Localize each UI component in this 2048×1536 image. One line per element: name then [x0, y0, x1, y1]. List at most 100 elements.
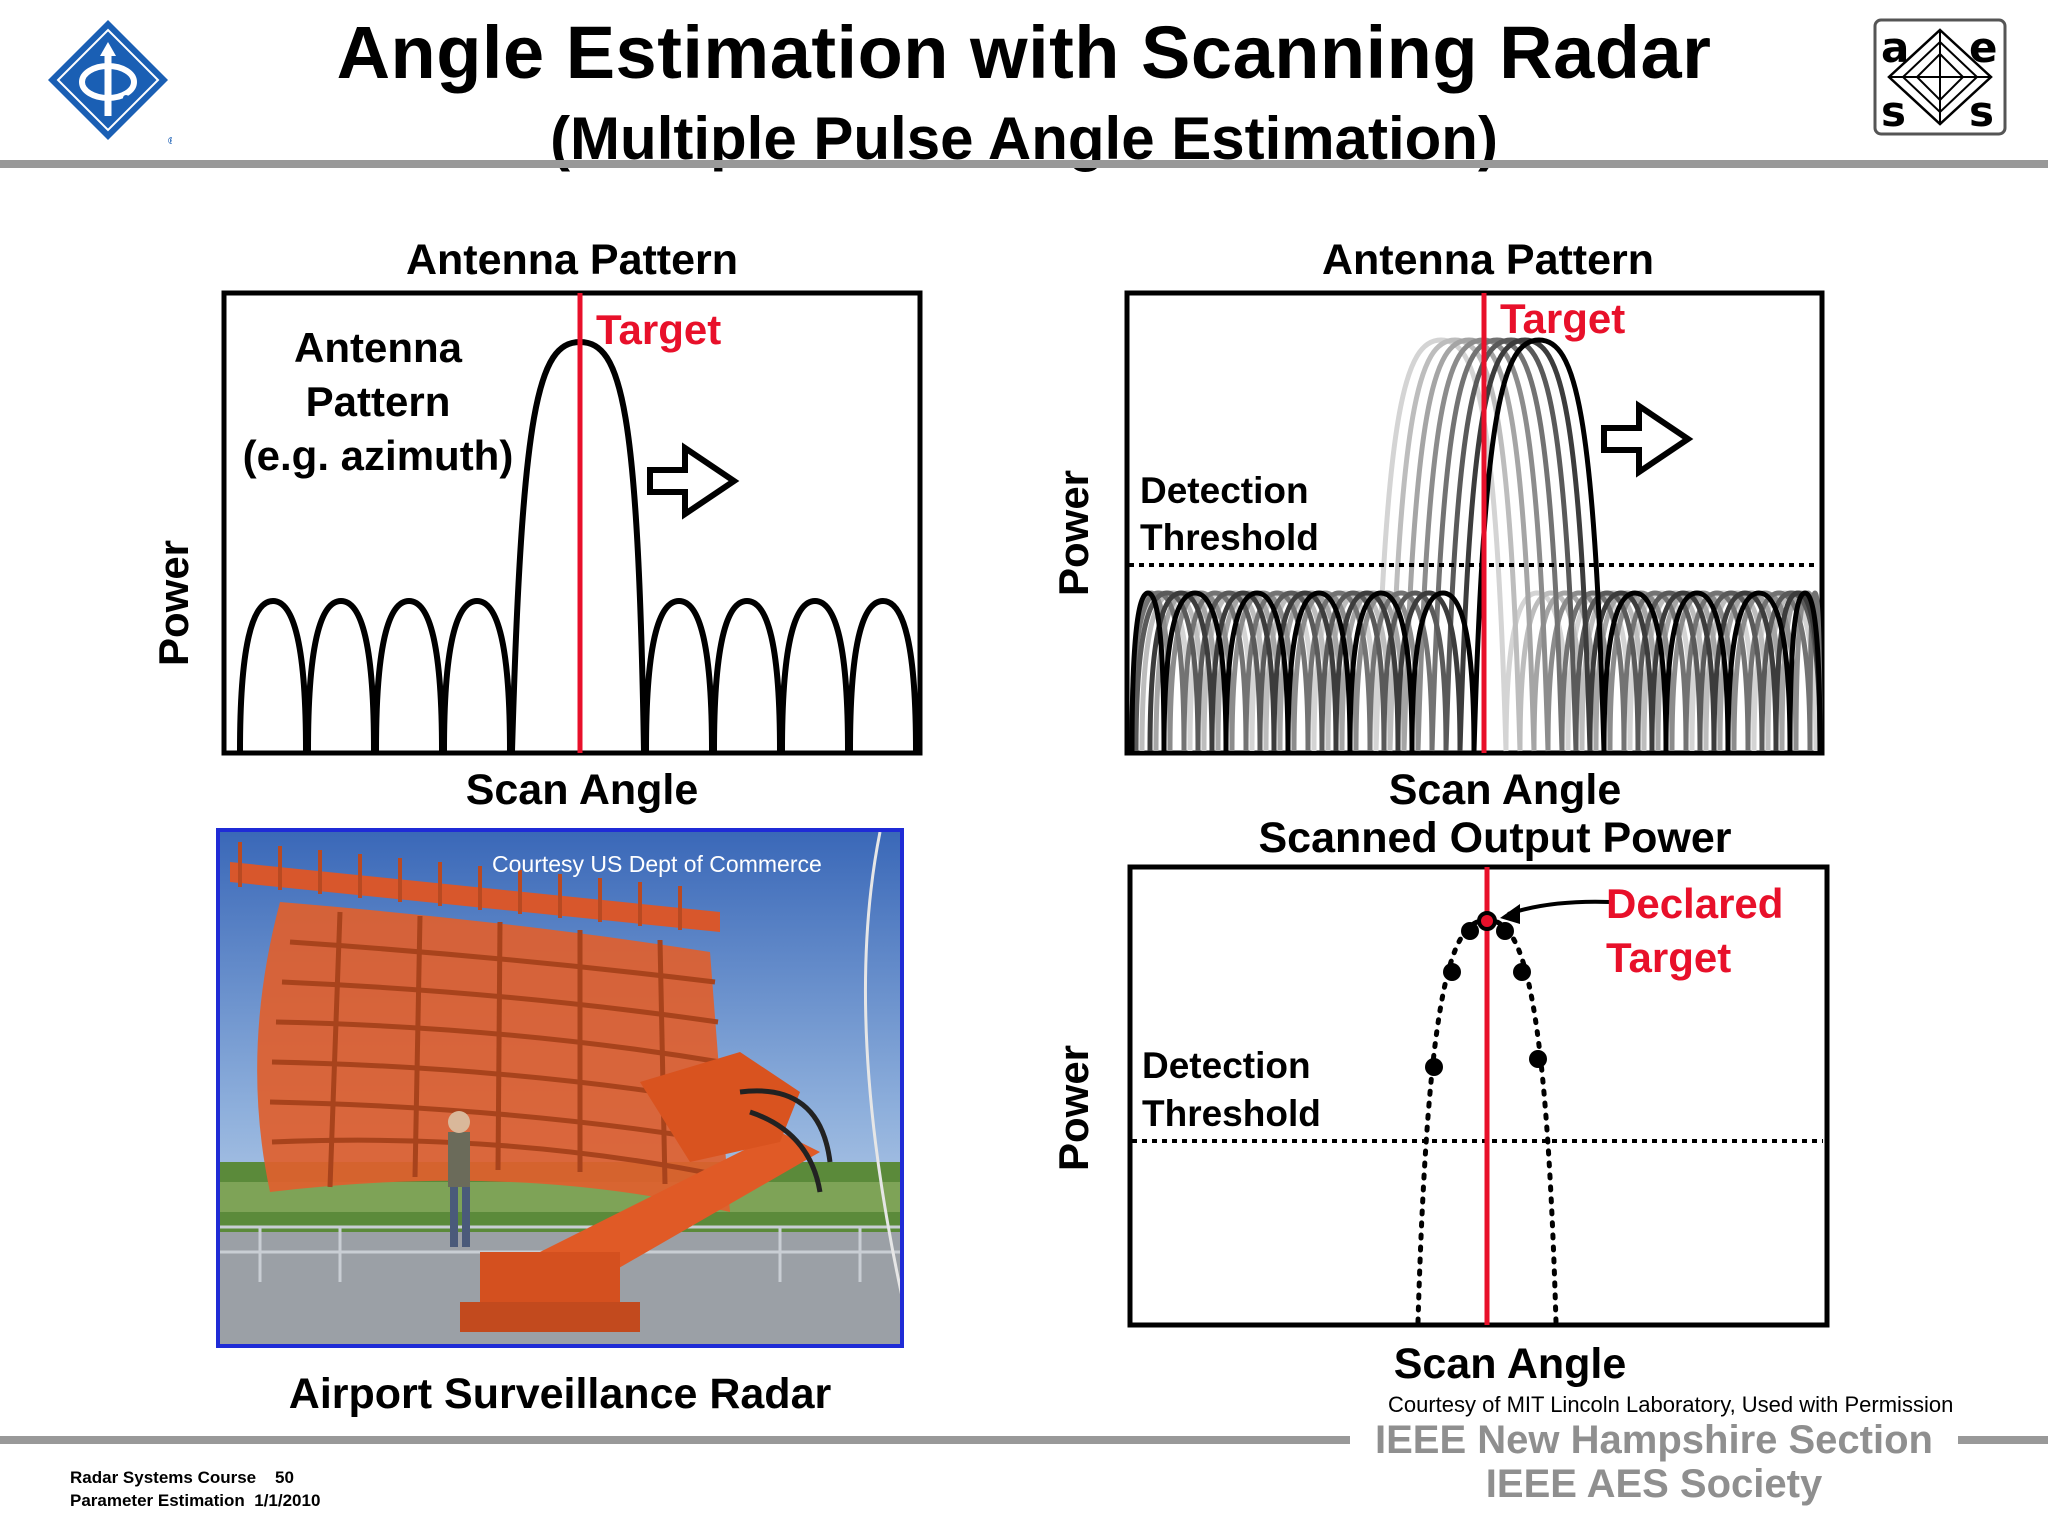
tr-sidelobe — [1663, 590, 1731, 752]
footer-org-2: IEEE AES Society — [1485, 1462, 1823, 1506]
br-scanned-output-plot: Power Declared Target Detection Threshol… — [1050, 864, 1830, 1328]
br-sample-points — [1425, 911, 1547, 1076]
tl-ylabel: Power — [150, 540, 197, 666]
tr-threshold-label-1: Detection — [1140, 470, 1309, 511]
tl-pattern-label-2: Pattern — [306, 378, 451, 425]
tr-sidelobe — [1133, 590, 1201, 752]
tr-main-lobe — [1387, 337, 1523, 752]
tr-sidelobe — [1683, 590, 1751, 752]
tr-sidelobe — [1367, 590, 1435, 752]
tl-sidelobe-1 — [237, 597, 309, 752]
br-sample-2 — [1443, 963, 1461, 981]
br-heading: Scanned Output Power — [1258, 814, 1732, 862]
footer-topic-name: Parameter Estimation — [70, 1491, 245, 1510]
tl-heading: Antenna Pattern — [405, 236, 739, 284]
tr-threshold-label-2: Threshold — [1140, 517, 1319, 558]
tl-sidelobe-5 — [643, 597, 715, 752]
tr-sidelobe — [1395, 590, 1463, 752]
tr-sidelobe — [1621, 590, 1689, 752]
br-frame — [1127, 864, 1830, 1328]
br-declared-point — [1477, 911, 1497, 931]
tr-sidelobe — [1285, 590, 1353, 752]
svg-text:s: s — [1881, 87, 1906, 136]
tr-sidelobe — [1711, 590, 1779, 752]
tl-sidelobe-4 — [441, 597, 513, 752]
tr-main-lobe — [1373, 337, 1509, 752]
footer-rule-left — [0, 1436, 1350, 1444]
tr-sidelobe — [1209, 590, 1277, 752]
tl-antenna-pattern-plot: Power Target Antenna Pattern (e.g. azimu… — [150, 290, 923, 756]
tl-sidelobe-6 — [711, 597, 783, 752]
tl-sidelobe-2 — [305, 597, 377, 752]
br-sample-6 — [1529, 1050, 1547, 1068]
tl-sidelobe-8 — [847, 597, 919, 752]
tr-sidelobe — [1333, 590, 1401, 752]
footer-course: Radar Systems Course 50 — [70, 1468, 670, 1488]
header-rule — [0, 160, 2048, 168]
tr-sidelobe — [1243, 590, 1311, 752]
tr-sidelobe — [1409, 590, 1477, 752]
tr-sidelobe — [1745, 590, 1813, 752]
tr-scan-direction-arrow-icon — [1601, 400, 1694, 478]
tl-sidelobe-3 — [373, 597, 445, 752]
br-sample-3 — [1461, 922, 1479, 940]
tr-sidelobe — [1305, 590, 1373, 752]
footer-page-number: 50 — [275, 1468, 294, 1487]
tr-sidelobe — [1271, 590, 1339, 752]
tr-sidelobe — [1257, 590, 1325, 752]
br-xlabel: Scan Angle — [1393, 1340, 1627, 1388]
svg-text:a: a — [1881, 23, 1909, 72]
aess-logo: a e s s — [1873, 18, 2007, 136]
tr-sidelobe — [1147, 590, 1215, 752]
tl-pattern-label-1: Antenna — [294, 324, 463, 371]
br-sample-4 — [1496, 922, 1514, 940]
tr-sidelobe — [1635, 590, 1703, 752]
footer-org-1: IEEE New Hampshire Section — [1375, 1418, 1933, 1462]
airport-surveillance-radar-image: Courtesy US Dept of Commerce — [220, 832, 900, 1344]
br-declared-label-2: Target — [1606, 934, 1731, 981]
tl-pattern-label-3: (e.g. azimuth) — [243, 432, 514, 479]
br-sample-1 — [1425, 1058, 1443, 1076]
tl-xlabel: Scan Angle — [465, 766, 699, 814]
footer-topic: Parameter Estimation 1/1/2010 — [70, 1491, 670, 1511]
tr-main-lobe — [1471, 337, 1607, 752]
tr-sidelobe — [1787, 590, 1823, 752]
aess-logo-icon: a e s s — [1873, 18, 2007, 136]
tr-heading: Antenna Pattern — [1321, 236, 1655, 284]
tr-sidelobe — [1319, 590, 1387, 752]
photo-credit: Courtesy US Dept of Commerce — [492, 851, 822, 877]
tr-target-label: Target — [1500, 295, 1625, 342]
br-threshold-label-1: Detection — [1142, 1045, 1311, 1086]
ieee-diamond-icon: ® — [48, 20, 176, 147]
tr-sidelobe — [1559, 590, 1627, 752]
footer-date: 1/1/2010 — [254, 1491, 321, 1510]
tr-sidelobe — [1587, 590, 1655, 752]
br-sample-5 — [1513, 963, 1531, 981]
tr-lobe-group — [1129, 337, 1823, 752]
tr-sidelobe — [1649, 590, 1717, 752]
page-title: Angle Estimation with Scanning Radar — [336, 11, 1712, 94]
declared-arrowhead-icon — [1500, 904, 1520, 924]
tr-sidelobe — [1195, 590, 1263, 752]
tr-sidelobe — [1697, 590, 1765, 752]
tr-sidelobe — [1181, 590, 1249, 752]
tr-sidelobe — [1223, 590, 1291, 752]
tr-ylabel: Power — [1050, 470, 1097, 596]
tr-main-lobe — [1429, 337, 1565, 752]
tl-sidelobes — [237, 597, 919, 752]
tl-frame — [221, 290, 923, 756]
br-declared-label-1: Declared — [1606, 880, 1783, 927]
tr-sidelobe — [1725, 590, 1793, 752]
tr-scanned-pattern-plot: Power Target Detection Threshold — [1050, 290, 1825, 756]
scan-direction-arrow-icon — [647, 442, 740, 520]
tr-sidelobe — [1161, 590, 1229, 752]
tr-sidelobe — [1601, 590, 1669, 752]
tr-main-lobe — [1457, 337, 1593, 752]
tr-sidelobe — [1381, 590, 1449, 752]
tr-sidelobe — [1129, 590, 1167, 752]
tl-target-label: Target — [596, 306, 721, 353]
lincoln-credit: Courtesy of MIT Lincoln Laboratory, Used… — [1388, 1392, 1954, 1417]
radar-photo: Courtesy US Dept of Commerce — [216, 828, 904, 1348]
br-ylabel: Power — [1050, 1045, 1097, 1171]
tl-sidelobe-7 — [779, 597, 851, 752]
